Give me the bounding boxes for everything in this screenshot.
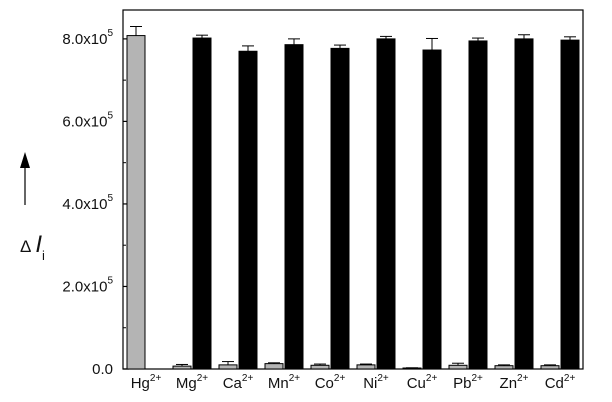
x-tick-label-element: Zn (500, 375, 518, 392)
x-tick-label: Cu2+ (407, 373, 438, 392)
x-tick-label: Zn2+ (500, 373, 529, 392)
bar-series-2 (422, 49, 442, 370)
x-tick-label-element: Pb (453, 375, 471, 392)
x-tick-label: Ni2+ (363, 373, 389, 392)
bar-series-2 (376, 38, 396, 370)
x-tick-label-charge: 2+ (334, 373, 346, 384)
x-tick-label-charge: 2+ (471, 373, 483, 384)
x-tick-label-element: Mg (176, 375, 197, 392)
bar-series-1 (172, 365, 192, 370)
x-tick-label-charge: 2+ (377, 373, 389, 384)
bar-series-2 (284, 44, 304, 370)
bar-series-1 (264, 363, 284, 370)
bar-series-2 (330, 47, 350, 370)
y-tick-label: 2.0x105 (62, 275, 113, 295)
bar-series-2 (238, 50, 258, 370)
x-tick-label-charge: 2+ (150, 373, 162, 384)
x-tick-label: Hg2+ (131, 373, 162, 392)
x-tick-label-charge: 2+ (242, 373, 254, 384)
y-axis-label: Δ Ii (20, 231, 45, 263)
x-tick-label-element: Ni (363, 375, 377, 392)
bar-series-1 (448, 364, 468, 370)
bar-series-1 (218, 364, 238, 370)
y-tick-mantissa: 0.0 (92, 361, 113, 378)
bar-series-1 (126, 35, 146, 370)
x-tick-label-charge: 2+ (564, 373, 576, 384)
x-tick-label-charge: 2+ (289, 373, 301, 384)
x-tick-label-charge: 2+ (426, 373, 438, 384)
y-tick-exponent: 5 (107, 28, 113, 39)
bar-series-1 (310, 364, 330, 370)
bar-series-2 (192, 37, 212, 370)
plot-frame (122, 9, 584, 370)
y-tick-mantissa: 4.0x10 (62, 196, 107, 213)
x-tick-label: Cd2+ (545, 373, 576, 392)
y-tick-mantissa: 2.0x10 (62, 278, 107, 295)
bar-series-2 (468, 40, 488, 370)
bar-series-2 (560, 39, 580, 370)
x-tick-label-charge: 2+ (197, 373, 209, 384)
y-tick-label: 8.0x105 (62, 28, 113, 48)
x-tick-label-element: Cd (545, 375, 564, 392)
x-tick-label: Co2+ (315, 373, 346, 392)
bar-series-1 (356, 364, 376, 370)
x-tick-label: Ca2+ (223, 373, 254, 392)
bar-series-1 (494, 365, 514, 370)
x-tick-label: Pb2+ (453, 373, 483, 392)
y-axis-label-main: I (35, 231, 42, 258)
y-tick-label: 0.0 (92, 361, 113, 378)
x-tick-label-element: Ca (223, 375, 243, 392)
y-axis-label-prefix: Δ (20, 237, 31, 256)
y-tick-exponent: 5 (107, 193, 113, 204)
x-tick-label-element: Co (315, 375, 334, 392)
y-tick-label: 6.0x105 (62, 110, 113, 130)
x-tick-label-element: Hg (131, 375, 150, 392)
y-tick-label: 4.0x105 (62, 193, 113, 213)
bar-series-2 (514, 38, 534, 370)
y-tick-exponent: 5 (107, 110, 113, 121)
x-tick-label: Mg2+ (176, 373, 208, 392)
bar-series-1 (540, 365, 560, 370)
x-tick-label: Mn2+ (268, 373, 300, 392)
y-tick-mantissa: 8.0x10 (62, 31, 107, 48)
y-tick-mantissa: 6.0x10 (62, 113, 107, 130)
x-tick-label-charge: 2+ (517, 373, 529, 384)
x-tick-label-element: Mn (268, 375, 289, 392)
y-tick-exponent: 5 (107, 275, 113, 286)
y-axis-label-subscript: i (42, 248, 45, 263)
y-axis-arrow-head (20, 152, 30, 168)
x-tick-label-element: Cu (407, 375, 426, 392)
